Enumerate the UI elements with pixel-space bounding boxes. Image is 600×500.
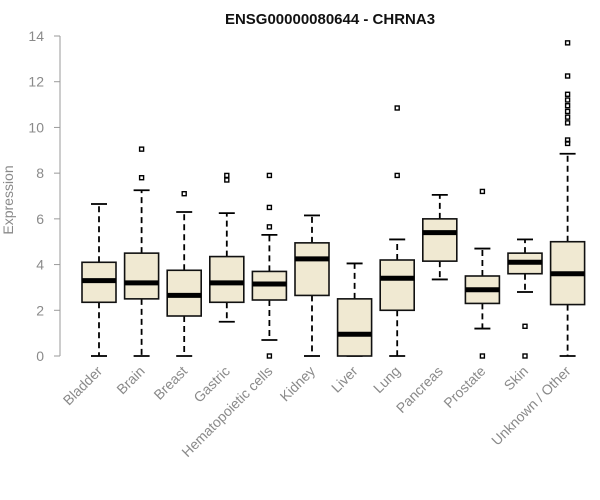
outlier-point [522, 353, 528, 359]
y-tick-label: 6 [36, 211, 44, 227]
outlier-point [266, 172, 273, 179]
box-group [294, 214, 330, 357]
chart-title: ENSG00000080644 - CHRNA3 [225, 11, 435, 28]
outlier-point [564, 73, 571, 79]
y-tick-label: 2 [36, 302, 44, 318]
x-category-label: Kidney [277, 363, 319, 405]
x-category-label: Gastric [190, 363, 233, 406]
y-tick-label: 8 [36, 165, 44, 181]
outlier-point [266, 204, 273, 211]
outlier-point [224, 177, 230, 183]
y-tick-label: 14 [28, 28, 44, 44]
outlier-point [564, 114, 571, 120]
y-tick-label: 4 [36, 257, 44, 273]
outlier-point [224, 172, 230, 179]
outlier-point [266, 353, 273, 359]
y-axis: 0 2 4 6 8 10 12 14 [28, 28, 61, 364]
box-group [81, 203, 117, 357]
outlier-point [479, 188, 486, 195]
x-category-label: Bladder [60, 363, 106, 409]
outlier-point [564, 97, 571, 103]
box-group [209, 172, 245, 323]
box-group [251, 172, 288, 359]
y-axis-label: Expression [0, 165, 16, 234]
x-category-label: Skin [501, 363, 532, 394]
box [209, 255, 245, 304]
box-group [166, 191, 202, 357]
outlier-point [564, 108, 571, 115]
plot-area [81, 40, 586, 359]
outlier-point [181, 191, 187, 197]
y-tick-label: 10 [28, 119, 44, 135]
outlier-point [394, 172, 400, 179]
x-category-label: Pancreas [393, 363, 446, 416]
y-tick-label: 12 [28, 74, 44, 90]
outlier-point [394, 105, 400, 111]
box [123, 252, 160, 300]
x-category-label: Unknown / Other [488, 363, 574, 449]
box-group [336, 262, 373, 357]
outlier-point [564, 40, 571, 46]
box-group [379, 105, 416, 357]
outlier-point [564, 137, 571, 143]
x-category-label: Breast [150, 363, 190, 403]
box [294, 242, 330, 297]
x-category-label: Prostate [440, 363, 488, 411]
box [379, 259, 416, 312]
outlier-point [138, 175, 145, 181]
box-group [507, 238, 543, 359]
box-group [464, 188, 501, 359]
box-group [421, 193, 458, 281]
y-tick-label: 0 [36, 348, 44, 364]
box [421, 218, 458, 262]
x-category-label: Brain [113, 363, 147, 397]
outlier-point [564, 103, 571, 109]
box [336, 298, 373, 357]
x-category-label: Lung [370, 363, 403, 396]
box-group [549, 40, 586, 357]
outlier-point [138, 146, 145, 152]
outlier-point [564, 120, 571, 126]
outlier-point [522, 323, 528, 329]
x-category-label: Liver [328, 363, 361, 396]
outlier-point [564, 91, 571, 97]
box-group [123, 146, 160, 357]
outlier-point [266, 224, 273, 230]
outlier-point [479, 353, 486, 359]
